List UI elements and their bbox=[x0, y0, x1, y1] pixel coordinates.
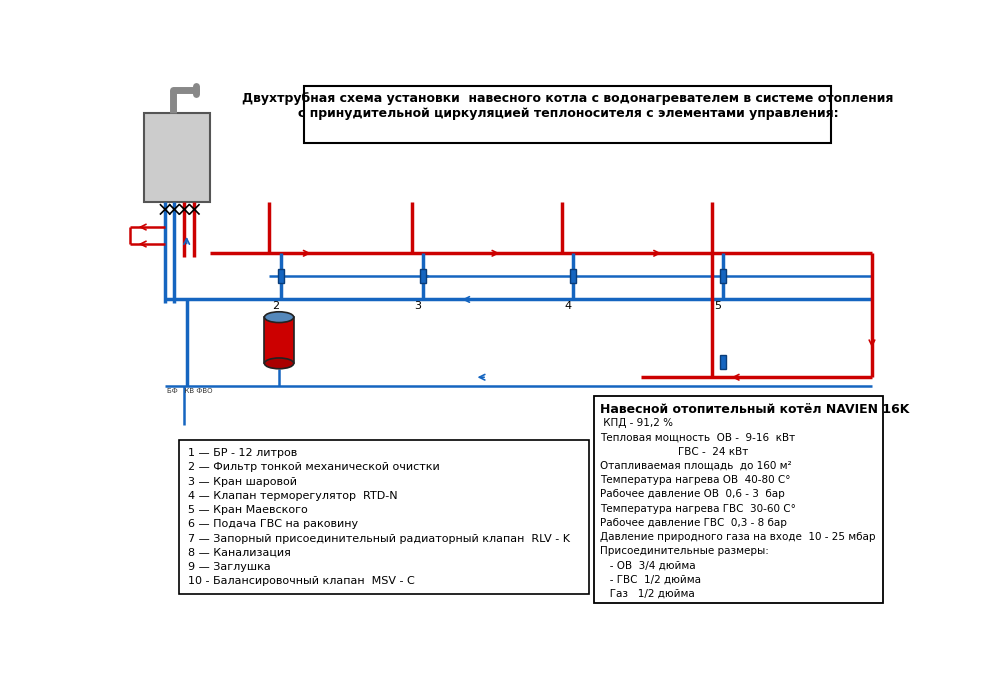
Text: 5: 5 bbox=[715, 300, 722, 311]
Text: БФ   КВ ФВО: БФ КВ ФВО bbox=[167, 388, 213, 394]
Text: Отапливаемая площадь  до 160 м²: Отапливаемая площадь до 160 м² bbox=[600, 461, 791, 471]
Text: 4 — Клапан терморегулятор  RTD-N: 4 — Клапан терморегулятор RTD-N bbox=[189, 490, 398, 501]
Bar bbox=[570, 270, 576, 283]
Bar bbox=[277, 270, 284, 283]
Text: ГВС -  24 кВт: ГВС - 24 кВт bbox=[600, 447, 749, 456]
Text: 1 — БР - 12 литров: 1 — БР - 12 литров bbox=[189, 448, 298, 458]
Text: Присоединительные размеры:: Присоединительные размеры: bbox=[600, 546, 769, 556]
Text: 6 — Подача ГВС на раковину: 6 — Подача ГВС на раковину bbox=[189, 519, 358, 530]
Text: MASTERGRAO: MASTERGRAO bbox=[338, 532, 555, 560]
Text: ГОРОД МАСТЕРОВ: ГОРОД МАСТЕРОВ bbox=[374, 559, 518, 574]
Text: 2 — Фильтр тонкой механической очистки: 2 — Фильтр тонкой механической очистки bbox=[189, 462, 440, 473]
Text: КПД - 91,2 %: КПД - 91,2 % bbox=[600, 418, 673, 428]
Bar bbox=[420, 270, 426, 283]
Text: Температура нагрева ОВ  40-80 С°: Температура нагрева ОВ 40-80 С° bbox=[600, 475, 790, 485]
Bar bbox=[264, 317, 294, 364]
Text: Навесной отопительный котёл NAVIEN 16K: Навесной отопительный котёл NAVIEN 16K bbox=[600, 403, 910, 416]
Text: 9 — Заглушка: 9 — Заглушка bbox=[189, 562, 271, 572]
FancyBboxPatch shape bbox=[305, 86, 831, 143]
Ellipse shape bbox=[264, 311, 294, 322]
Text: Двухтрубная схема установки  навесного котла с водонагревателем в системе отопле: Двухтрубная схема установки навесного ко… bbox=[242, 91, 894, 119]
Text: 3: 3 bbox=[414, 300, 421, 311]
Bar bbox=[144, 113, 210, 202]
Text: 2: 2 bbox=[272, 300, 279, 311]
Ellipse shape bbox=[264, 358, 294, 369]
Bar bbox=[720, 270, 727, 283]
Text: 8 — Канализация: 8 — Канализация bbox=[189, 548, 291, 558]
Text: - ГВС  1/2 дюйма: - ГВС 1/2 дюйма bbox=[600, 575, 701, 584]
Bar bbox=[594, 397, 883, 603]
Text: Давление природного газа на входе  10 - 25 мбар: Давление природного газа на входе 10 - 2… bbox=[600, 532, 876, 542]
Text: Рабочее давление ГВС  0,3 - 8 бар: Рабочее давление ГВС 0,3 - 8 бар bbox=[600, 518, 787, 528]
Bar bbox=[179, 440, 590, 594]
Text: Тепловая мощность  ОВ -  9-16  кВт: Тепловая мощность ОВ - 9-16 кВт bbox=[600, 432, 795, 442]
Text: 10 - Балансировочный клапан  MSV - C: 10 - Балансировочный клапан MSV - C bbox=[189, 576, 415, 587]
Bar bbox=[720, 355, 727, 369]
Text: Температура нагрева ГВС  30-60 С°: Температура нагрева ГВС 30-60 С° bbox=[600, 504, 796, 514]
Text: Газ   1/2 дюйма: Газ 1/2 дюйма bbox=[600, 589, 695, 599]
Text: 7 — Запорный присоединительный радиаторный клапан  RLV - K: 7 — Запорный присоединительный радиаторн… bbox=[189, 534, 570, 543]
Text: Рабочее давление ОВ  0,6 - 3  бар: Рабочее давление ОВ 0,6 - 3 бар bbox=[600, 489, 784, 499]
Text: 5 — Кран Маевского: 5 — Кран Маевского bbox=[189, 505, 308, 515]
Text: 3 — Кран шаровой: 3 — Кран шаровой bbox=[189, 477, 297, 486]
Text: - ОВ  3/4 дюйма: - ОВ 3/4 дюйма bbox=[600, 560, 696, 571]
Text: 4: 4 bbox=[564, 300, 571, 311]
